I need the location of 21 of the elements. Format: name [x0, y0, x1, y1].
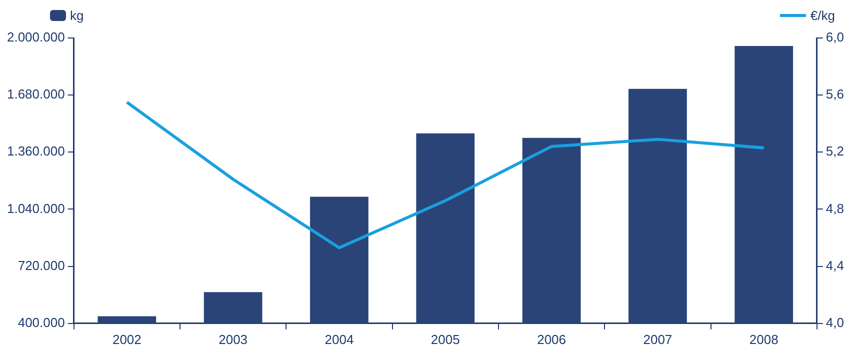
x-tick-label: 2002	[112, 332, 142, 347]
y2-tick-label: 4,4	[826, 258, 844, 273]
x-tick-label: 2004	[324, 332, 354, 347]
x-tick-label: 2006	[537, 332, 566, 347]
y-tick-label: 1.360.000	[6, 144, 65, 159]
x-tick-label: 2007	[643, 332, 672, 347]
x-tick-label: 2008	[749, 332, 778, 347]
y2-tick-label: 5,2	[826, 144, 844, 159]
y-tick-label: 400.000	[18, 314, 65, 330]
y2-tick-label: 4,0	[826, 314, 844, 330]
y-tick-label: 720.000	[18, 258, 65, 273]
y-tick-label: 2.000.000	[6, 30, 65, 45]
y2-tick-label: 4,8	[826, 200, 844, 216]
y-tick-label: 1.680.000	[6, 86, 65, 102]
y-tick-label: 1.040.000	[6, 200, 65, 216]
x-tick-label: 2005	[430, 332, 460, 347]
x-tick-label: 2003	[218, 332, 248, 347]
legend-label: kg	[70, 8, 84, 23]
y2-tick-label: 6,0	[826, 30, 844, 45]
legend-label: €/kg	[810, 8, 835, 23]
y2-tick-label: 5,6	[826, 86, 844, 102]
